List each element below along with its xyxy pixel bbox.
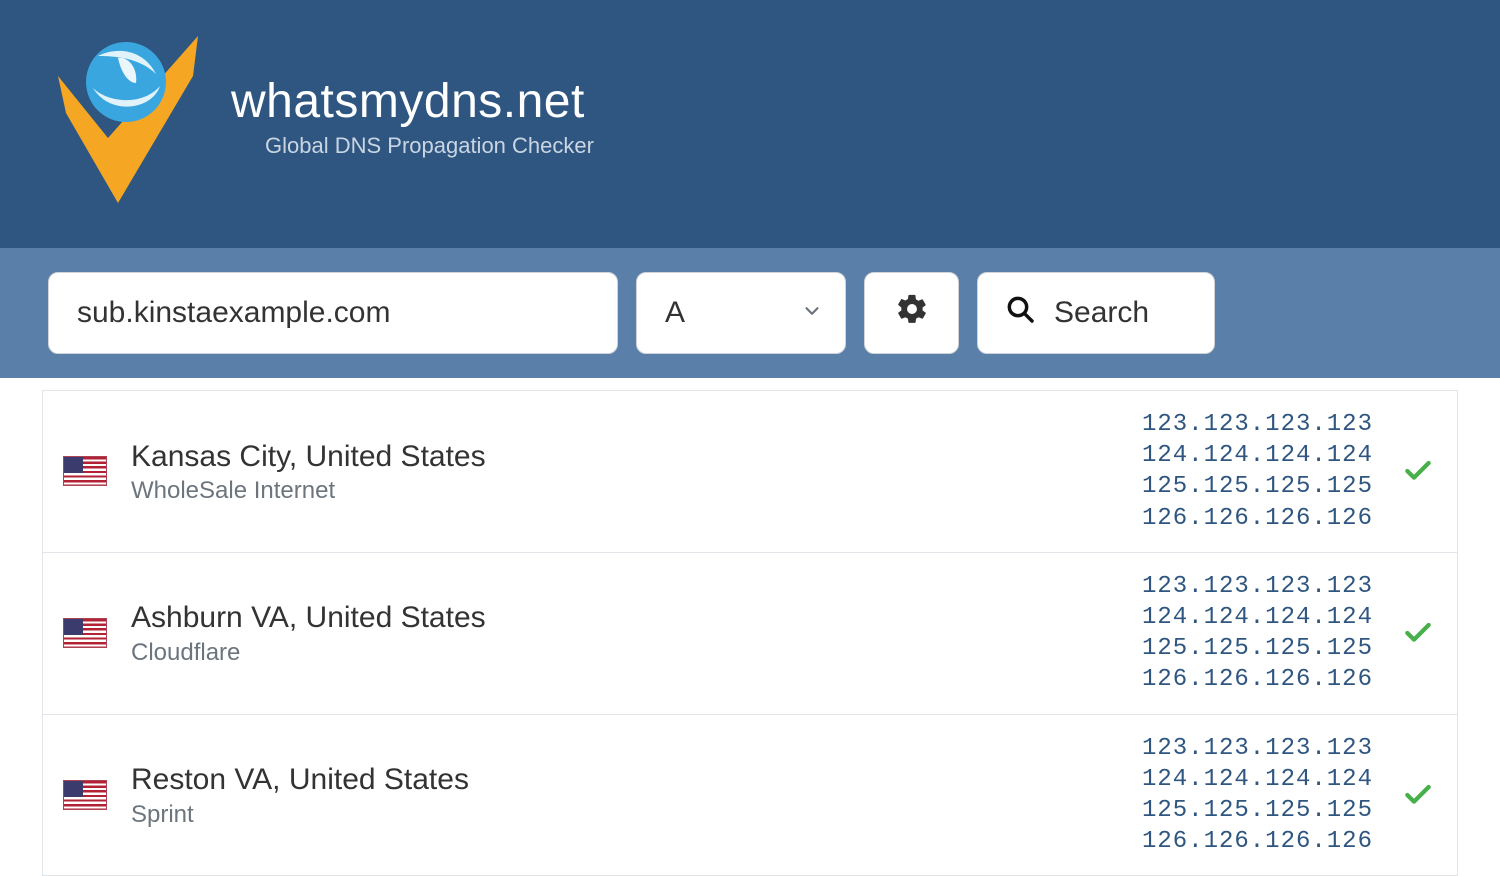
ip-list: 123.123.123.123 124.124.124.124 125.125.… xyxy=(1142,409,1373,534)
search-button[interactable]: Search xyxy=(977,272,1215,354)
flag-icon xyxy=(63,780,107,810)
status-check-icon xyxy=(1397,455,1439,487)
status-check-icon xyxy=(1397,617,1439,649)
flag-icon xyxy=(63,618,107,648)
location-column: Reston VA, United StatesSprint xyxy=(131,761,1118,829)
flag-icon xyxy=(63,456,107,486)
site-tagline: Global DNS Propagation Checker xyxy=(231,133,594,159)
location-name: Ashburn VA, United States xyxy=(131,599,1118,637)
site-title: whatsmydns.net xyxy=(231,77,594,127)
location-name: Kansas City, United States xyxy=(131,438,1118,476)
domain-input[interactable] xyxy=(48,272,618,354)
chevron-down-icon xyxy=(801,296,823,330)
location-name: Reston VA, United States xyxy=(131,761,1118,799)
provider-name: Sprint xyxy=(131,801,1118,829)
status-check-icon xyxy=(1397,779,1439,811)
logo-icon xyxy=(48,28,203,208)
settings-button[interactable] xyxy=(864,272,959,354)
location-column: Ashburn VA, United StatesCloudflare xyxy=(131,599,1118,667)
record-type-select[interactable]: A xyxy=(636,272,846,354)
result-row: Kansas City, United StatesWholeSale Inte… xyxy=(42,390,1458,553)
search-button-label: Search xyxy=(1054,296,1149,330)
results-list: Kansas City, United StatesWholeSale Inte… xyxy=(0,378,1500,876)
logo-text: whatsmydns.net Global DNS Propagation Ch… xyxy=(231,77,594,159)
result-row: Reston VA, United StatesSprint 123.123.12… xyxy=(42,715,1458,876)
ip-list: 123.123.123.123 124.124.124.124 125.125.… xyxy=(1142,733,1373,858)
ip-list: 123.123.123.123 124.124.124.124 125.125.… xyxy=(1142,571,1373,696)
search-bar: A Search xyxy=(0,248,1500,378)
record-type-value: A xyxy=(665,296,685,330)
provider-name: WholeSale Internet xyxy=(131,477,1118,505)
site-header: whatsmydns.net Global DNS Propagation Ch… xyxy=(0,0,1500,248)
search-icon xyxy=(1004,293,1036,333)
gear-icon xyxy=(895,292,929,334)
location-column: Kansas City, United StatesWholeSale Inte… xyxy=(131,438,1118,506)
provider-name: Cloudflare xyxy=(131,639,1118,667)
result-row: Ashburn VA, United StatesCloudflare 123.1… xyxy=(42,553,1458,715)
